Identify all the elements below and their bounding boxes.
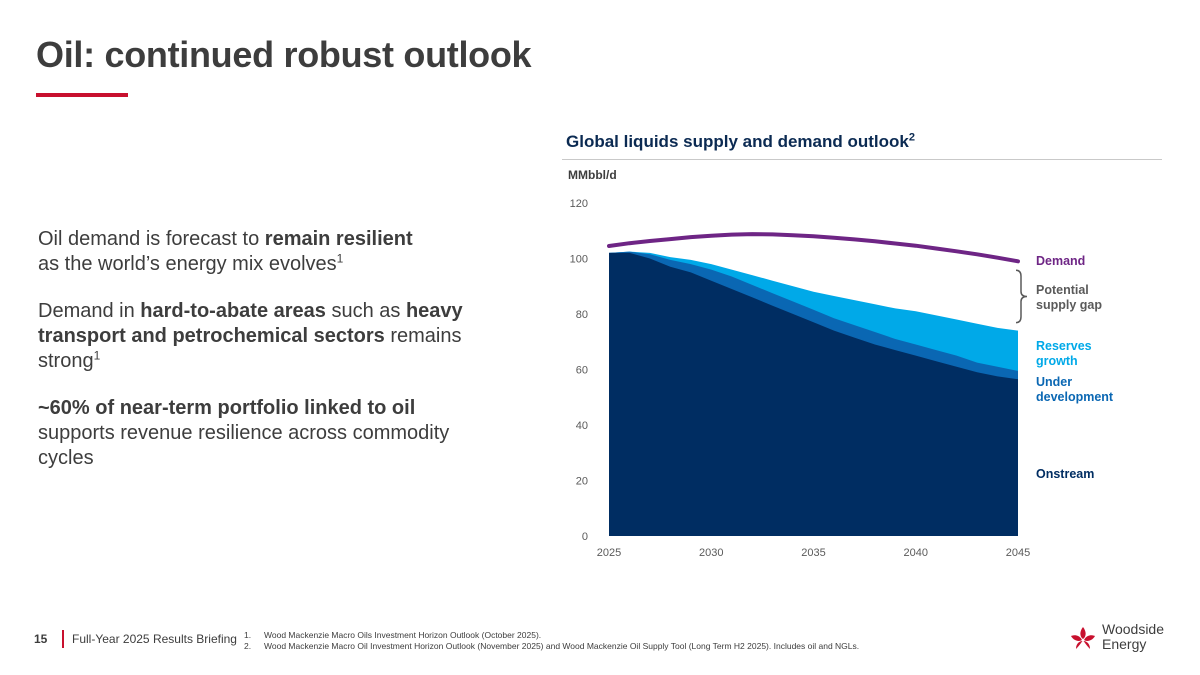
page-title: Oil: continued robust outlook: [36, 34, 532, 75]
footnotes: 1. Wood Mackenzie Macro Oils Investment H…: [244, 630, 859, 652]
footnote-ref: 1: [336, 251, 344, 266]
y-tick-label: 80: [576, 309, 588, 321]
message-2-text: Demand in: [38, 300, 141, 322]
footnote-2-text: Wood Mackenzie Macro Oil Investment Hori…: [264, 641, 860, 651]
x-tick-label: 2030: [699, 547, 723, 559]
area-onstream: [609, 252, 1018, 536]
legend-supply-gap-line2: supply gap: [1036, 298, 1102, 312]
x-tick-label: 2045: [1006, 547, 1030, 559]
legend-reserves-line2: growth: [1036, 354, 1078, 368]
title-underline: [36, 93, 128, 97]
woodside-logo: Woodside Energy: [1068, 622, 1168, 656]
y-tick-label: 100: [570, 254, 588, 266]
message-1-text: Oil demand is forecast to: [38, 228, 265, 250]
footnote-1-text: Wood Mackenzie Macro Oils Investment Hor…: [264, 630, 542, 640]
line-demand: [607, 232, 1020, 264]
y-tick-label: 60: [576, 365, 588, 377]
supply-gap-bracket: [1015, 269, 1028, 324]
message-1-text-2: as the world’s energy mix evolves: [38, 253, 337, 275]
footnote-1: 1. Wood Mackenzie Macro Oils Investment H…: [244, 630, 859, 641]
footnote-2-number: 2.: [244, 641, 252, 651]
legend-supply-gap-line1: Potential: [1036, 283, 1089, 297]
y-axis-unit: MMbbl/d: [568, 168, 617, 182]
footer-divider: [62, 630, 64, 648]
message-3-bold: ~60% of near-term portfolio linked to oi…: [38, 397, 416, 419]
message-2-bold: hard-to-abate areas: [140, 300, 326, 322]
woodside-logo-icon: [1071, 627, 1095, 649]
chart-title-text: Global liquids supply and demand outlook: [566, 132, 909, 151]
y-tick-label: 40: [576, 420, 588, 432]
x-tick-label: 2025: [597, 547, 621, 559]
x-tick-label: 2035: [801, 547, 825, 559]
message-2: Demand in hard-to-abate areas such as he…: [38, 299, 478, 374]
key-messages: Oil demand is forecast to remain resilie…: [38, 227, 478, 493]
message-3: ~60% of near-term portfolio linked to oi…: [38, 396, 478, 471]
logo-line-2: Energy: [1102, 636, 1147, 652]
message-2-bold-2: heavy transport and petrochemical sector…: [38, 300, 463, 347]
woodside-logo-text: Woodside Energy: [1102, 622, 1164, 652]
message-1: Oil demand is forecast to remain resilie…: [38, 227, 478, 277]
logo-line-1: Woodside: [1102, 621, 1165, 637]
x-tick-label: 2040: [904, 547, 928, 559]
footer-label: Full-Year 2025 Results Briefing: [72, 632, 237, 646]
chart-title: Global liquids supply and demand outlook…: [566, 132, 915, 152]
y-tick-label: 0: [582, 531, 588, 543]
page-number: 15: [34, 632, 48, 646]
message-2-text-2: such as: [325, 300, 406, 322]
message-1-bold: remain resilient: [264, 228, 413, 250]
y-tick-label: 20: [576, 476, 588, 488]
legend-reserves-line1: Reserves: [1036, 339, 1092, 353]
legend-under-development-line2: development: [1036, 390, 1114, 404]
footnote-1-number: 1.: [244, 630, 252, 640]
y-tick-label: 120: [570, 198, 588, 210]
footnote-ref: 1: [93, 348, 101, 363]
footnote-ref: 2: [908, 131, 915, 144]
legend-demand: Demand: [1036, 254, 1085, 268]
legend-onstream: Onstream: [1036, 467, 1094, 481]
footnote-2: 2. Wood Mackenzie Macro Oil Investment Ho…: [244, 641, 859, 652]
legend-under-development-line1: Under: [1036, 375, 1072, 389]
message-3-text: supports revenue resilience across commo…: [38, 422, 450, 469]
message-2-text-3: remains strong: [38, 325, 462, 372]
chart-title-rule: [562, 159, 1162, 160]
